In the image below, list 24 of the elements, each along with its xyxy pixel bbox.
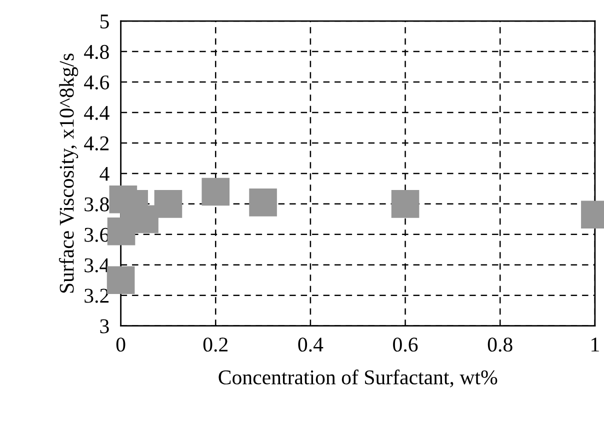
point — [202, 178, 230, 206]
point — [391, 190, 420, 218]
y-tick-label: 4.6 — [84, 75, 110, 90]
y-axis-title: Surface Viscosity, x10^8kg/s — [58, 54, 78, 293]
x-tick-label: 0.8 — [488, 338, 512, 352]
x-tick-label: 1 — [592, 338, 599, 352]
point — [154, 190, 182, 218]
x-tick-label: 0.4 — [298, 338, 324, 352]
y-tick-label: 4.4 — [84, 106, 110, 120]
y-tick-label: 4 — [100, 166, 110, 181]
point — [106, 266, 135, 294]
y-tick-label: 3.8 — [84, 197, 109, 212]
x-tick-label: 0.2 — [203, 338, 228, 352]
x-axis-title: Concentration of Surfactant, wt% — [218, 370, 498, 388]
x-tick-label: 0.6 — [393, 338, 418, 352]
y-tick-label: 5 — [100, 14, 109, 28]
point — [249, 188, 277, 216]
point — [109, 185, 138, 214]
y-tick-label: 3.2 — [84, 288, 109, 303]
x-tick-label: 0 — [116, 338, 126, 352]
y-tick-label: 4.2 — [84, 136, 109, 150]
point — [107, 217, 136, 246]
y-tick-label: 3 — [100, 319, 109, 334]
y-tick-label: 4.8 — [84, 44, 109, 60]
